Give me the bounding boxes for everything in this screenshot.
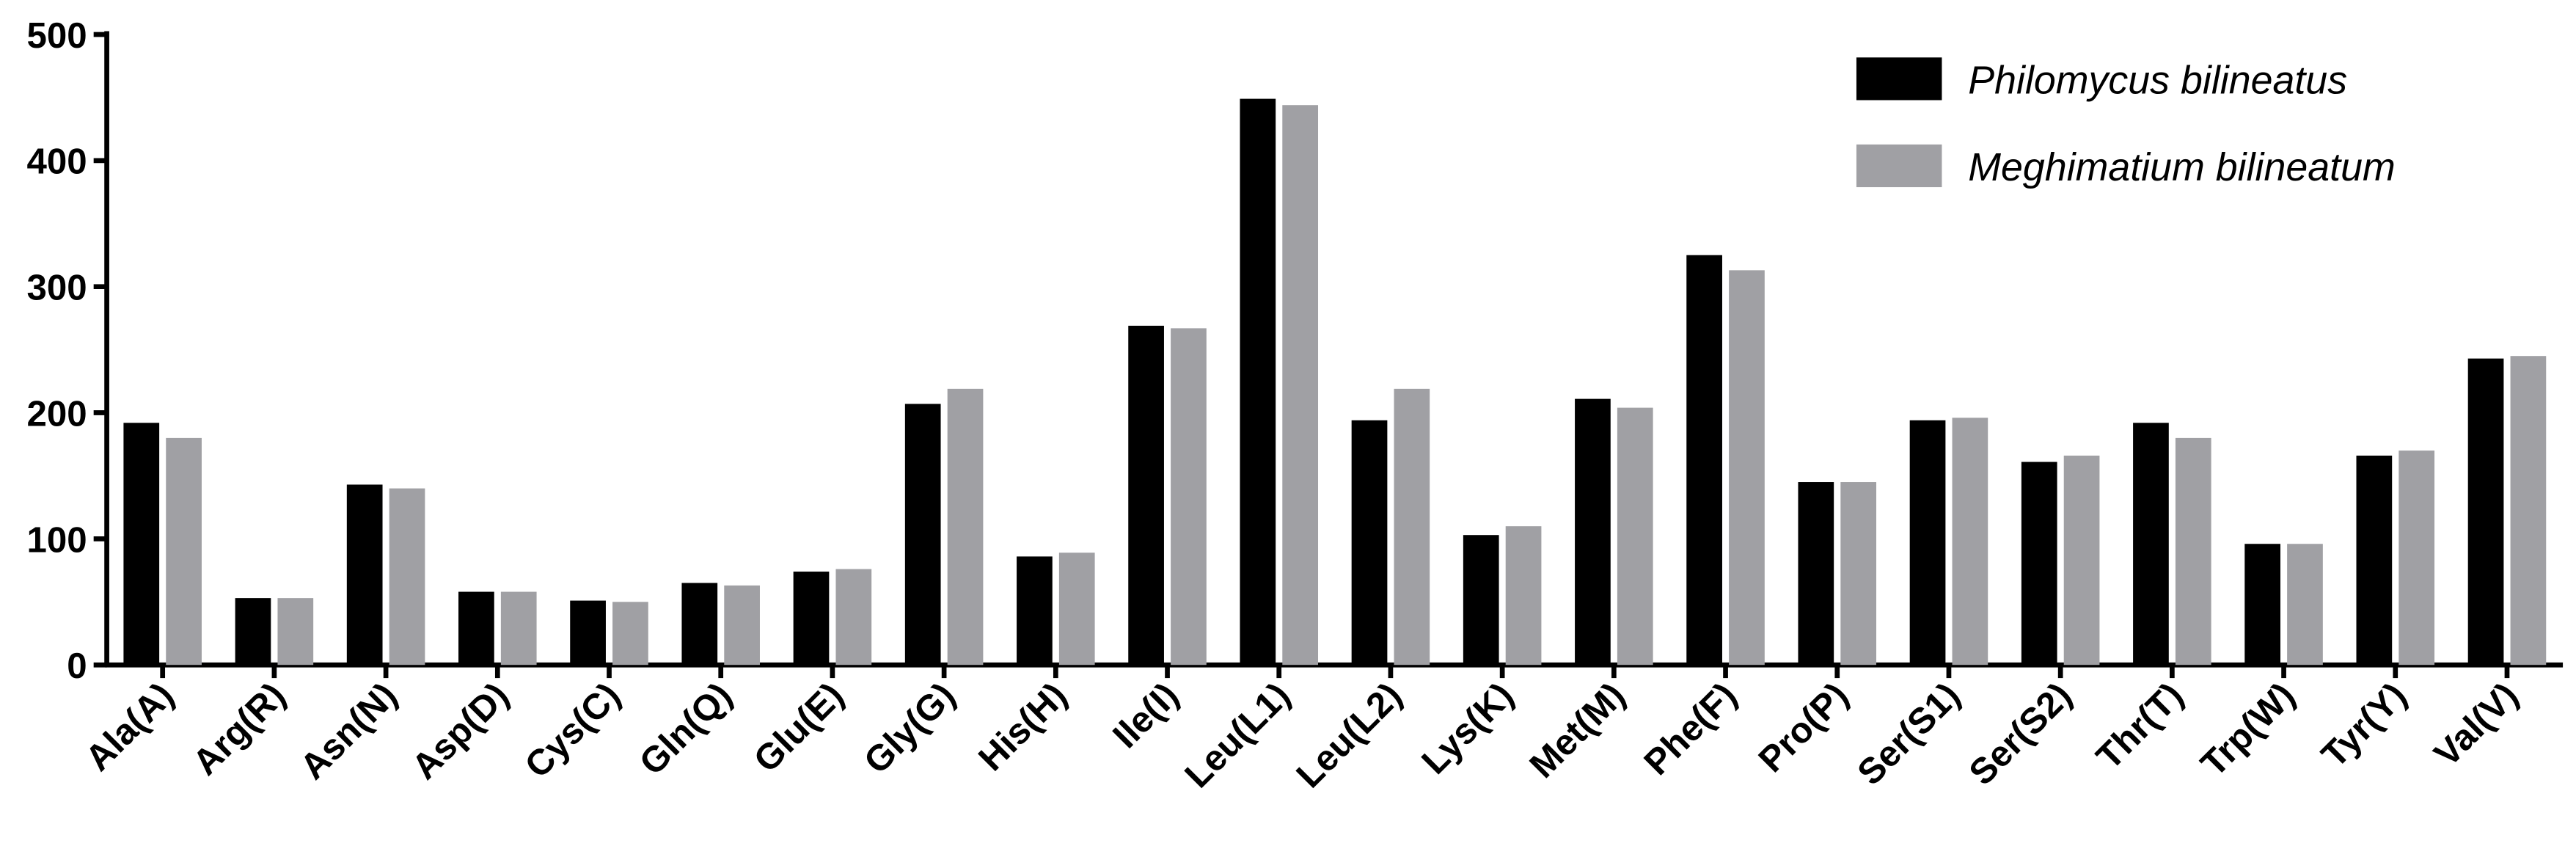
bar [1128, 325, 1164, 665]
bar [1463, 535, 1499, 665]
bar [1729, 270, 1765, 665]
bar [1394, 388, 1430, 665]
x-tick-label: Asn(N) [293, 675, 405, 787]
x-tick-label: Arg(R) [185, 675, 293, 783]
bar [2398, 451, 2435, 665]
bar [1505, 526, 1542, 665]
y-tick-label: 400 [26, 142, 87, 182]
bar [1575, 398, 1611, 665]
x-tick-label: Tyr(Y) [2313, 675, 2414, 776]
y-tick-label: 300 [26, 268, 87, 308]
bar [1952, 417, 1988, 665]
x-tick-label: Glu(E) [746, 675, 851, 780]
x-tick-label: Leu(L1) [1177, 675, 1298, 796]
bar [1840, 482, 1877, 665]
bar [1798, 482, 1834, 665]
legend-swatch [1856, 144, 1942, 188]
x-tick-label: Pro(P) [1751, 675, 1856, 780]
bar [1909, 420, 1946, 665]
bar [235, 598, 271, 665]
bar [123, 423, 160, 665]
bar [2244, 544, 2281, 665]
bar [947, 388, 984, 665]
y-tick-label: 500 [26, 15, 87, 56]
bar [612, 602, 648, 665]
x-tick-label: Trp(W) [2193, 675, 2302, 784]
bar [277, 598, 314, 665]
bar [2467, 358, 2504, 665]
x-tick-label: Leu(L2) [1289, 675, 1410, 796]
x-tick-label: Gly(G) [856, 675, 962, 781]
y-tick-label: 200 [26, 393, 87, 434]
x-tick-label: Ala(A) [78, 675, 182, 778]
bar [2021, 462, 2057, 665]
bar [2175, 437, 2211, 665]
bar [2133, 423, 2169, 665]
bar [1171, 328, 1207, 665]
x-tick-label: Gln(Q) [632, 675, 739, 783]
bar [793, 572, 830, 665]
x-tick-label: Thr(T) [2089, 675, 2192, 777]
bar [2356, 455, 2393, 665]
legend-label: Philomycus bilineatus [1968, 59, 2347, 103]
bar [1240, 98, 1276, 665]
bar [458, 591, 494, 665]
legend-label: Meghimatium bilineatum [1968, 145, 2395, 189]
bar [389, 488, 425, 665]
bar [346, 484, 383, 665]
x-tick-label: Ile(I) [1105, 675, 1187, 756]
bar [681, 583, 718, 665]
bar [166, 437, 202, 665]
x-tick-label: Cys(C) [517, 675, 628, 786]
x-tick-label: Asp(D) [404, 675, 516, 787]
x-tick-label: Ser(S2) [1961, 675, 2079, 793]
x-tick-label: His(H) [971, 675, 1075, 778]
bar [1686, 255, 1722, 665]
bar [500, 591, 537, 665]
bar [570, 600, 606, 665]
bar [1617, 407, 1653, 665]
y-tick-label: 100 [26, 519, 87, 560]
bar [1282, 105, 1319, 665]
legend-swatch [1856, 57, 1942, 101]
bar [1351, 420, 1388, 665]
x-tick-label: Val(V) [2426, 675, 2526, 775]
bar [2510, 356, 2547, 665]
bar [2063, 455, 2100, 665]
bar [1017, 556, 1053, 665]
bar [835, 569, 872, 665]
x-tick-label: Phe(F) [1636, 675, 1744, 783]
x-tick-label: Lys(K) [1414, 675, 1521, 782]
bar [1058, 553, 1095, 665]
x-tick-label: Met(M) [1522, 675, 1633, 786]
bar [904, 404, 941, 665]
bar [724, 585, 760, 665]
bar [2287, 544, 2323, 665]
x-tick-label: Ser(S1) [1850, 675, 1968, 793]
y-tick-label: 0 [67, 646, 87, 686]
